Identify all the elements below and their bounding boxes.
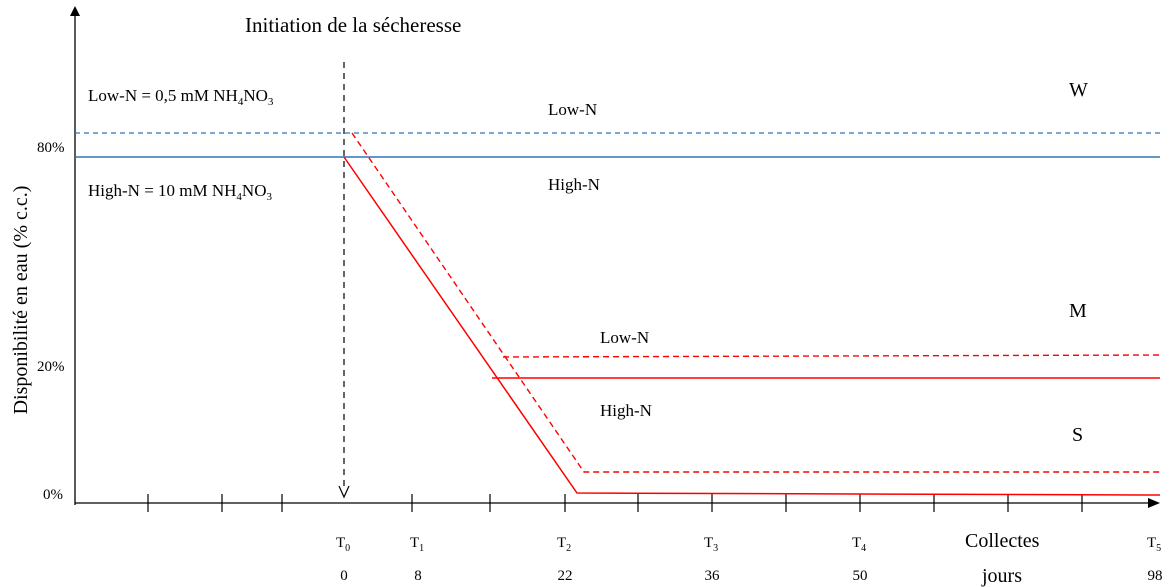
collect-t0: T0 xyxy=(336,535,350,554)
moderate-low-n-line xyxy=(502,354,1161,358)
day-t0: 0 xyxy=(340,568,348,584)
zone-m: M xyxy=(1069,300,1087,322)
x-axis-label-jours: jours xyxy=(981,565,1022,587)
collection-labels: T0 0 T1 8 T2 22 T3 36 T4 50 T5 98 xyxy=(336,535,1163,584)
day-t3: 36 xyxy=(705,568,721,584)
y-axis-arrow xyxy=(70,6,80,16)
drought-low-n-decline xyxy=(351,132,1160,473)
y-axis-label: Disponibilité en eau (% c.c.) xyxy=(10,186,32,415)
label-ww-low-n: Low-N xyxy=(548,100,597,119)
chart-title: Initiation de la sécheresse xyxy=(245,13,461,37)
day-t4: 50 xyxy=(853,568,868,584)
day-t5: 98 xyxy=(1148,568,1163,584)
label-m-high-n: High-N xyxy=(600,401,652,420)
x-ticks xyxy=(147,494,1083,512)
x-axis-label-collectes: Collectes xyxy=(965,530,1040,552)
collect-t3: T3 xyxy=(704,535,718,554)
collect-t2: T2 xyxy=(557,535,571,554)
y-tick-20: 20% xyxy=(37,359,65,375)
collect-t1: T1 xyxy=(410,535,424,554)
legend-high-n: High-N = 10 mM NH4NO3 xyxy=(88,181,272,203)
zone-s: S xyxy=(1072,424,1083,446)
x-axis-arrow xyxy=(1148,498,1160,508)
label-m-low-n: Low-N xyxy=(600,328,649,347)
y-tick-80: 80% xyxy=(37,140,65,156)
collect-t5: T5 xyxy=(1147,535,1161,554)
day-t1: 8 xyxy=(414,568,422,584)
collect-t4: T4 xyxy=(852,535,866,554)
y-tick-0: 0% xyxy=(43,487,63,503)
zone-w: W xyxy=(1069,79,1088,101)
label-ww-high-n: High-N xyxy=(548,175,600,194)
drought-initiation-arrowhead xyxy=(338,485,350,499)
day-t2: 22 xyxy=(558,568,573,584)
legend-low-n: Low-N = 0,5 mM NH4NO3 xyxy=(88,86,274,108)
drought-high-n-decline xyxy=(343,156,1161,496)
